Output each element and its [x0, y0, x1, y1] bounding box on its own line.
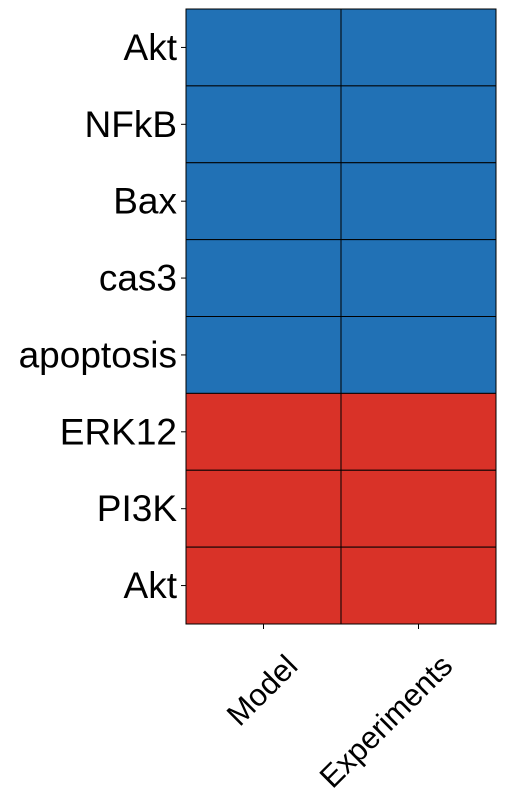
- heatmap-cells: [186, 9, 496, 624]
- heatmap-cell: [341, 317, 496, 394]
- heatmap-cell: [186, 547, 341, 624]
- heatmap-cell: [186, 240, 341, 317]
- heatmap-cell: [186, 86, 341, 163]
- heatmap-cell: [186, 470, 341, 547]
- column-label: Experiments: [313, 648, 460, 795]
- heatmap-cell: [341, 9, 496, 86]
- row-label: Akt: [124, 27, 178, 68]
- heatmap-cell: [341, 163, 496, 240]
- row-labels: Akt NFkB Bax cas3 apoptosis ERK12 PI3K Akt: [19, 27, 178, 606]
- column-ticks: [264, 624, 419, 629]
- column-labels: Model Experiments: [220, 648, 459, 795]
- heatmap-cell: [341, 240, 496, 317]
- heatmap-cell: [341, 470, 496, 547]
- row-label: apoptosis: [19, 334, 177, 375]
- row-ticks: [181, 47, 186, 585]
- heatmap-cell: [341, 393, 496, 470]
- row-label: NFkB: [85, 104, 178, 145]
- heatmap-cell: [186, 317, 341, 394]
- row-label: Bax: [113, 181, 177, 222]
- heatmap-cell: [341, 547, 496, 624]
- heatmap-cell: [186, 393, 341, 470]
- heatmap-cell: [186, 9, 341, 86]
- heatmap-cell: [186, 163, 341, 240]
- column-label: Model: [220, 648, 304, 732]
- row-label: cas3: [99, 258, 177, 299]
- row-label: PI3K: [97, 488, 178, 529]
- row-label: Akt: [124, 565, 178, 606]
- row-label: ERK12: [60, 411, 177, 452]
- heatmap-cell: [341, 86, 496, 163]
